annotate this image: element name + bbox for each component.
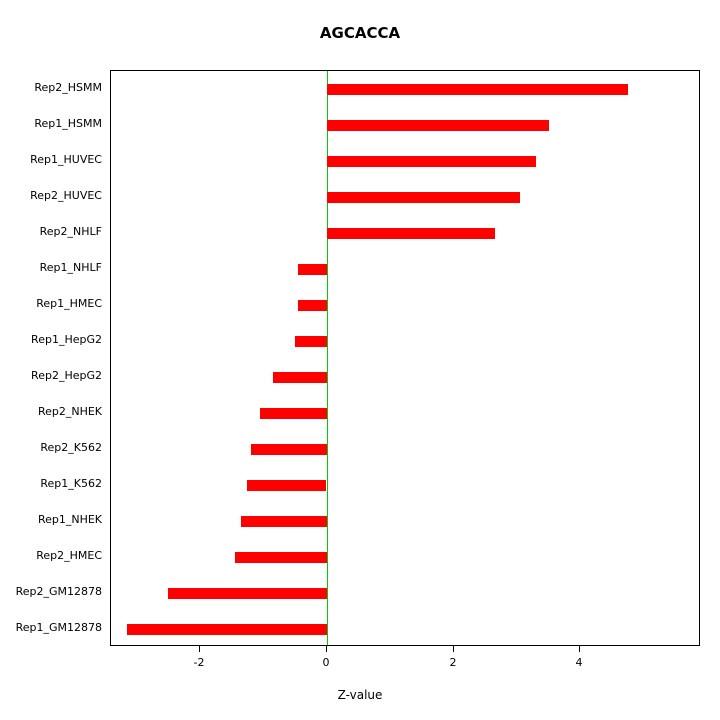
y-axis-label-Rep2_HSMM: Rep2_HSMM (34, 81, 102, 94)
y-axis-label-Rep1_HUVEC: Rep1_HUVEC (30, 153, 102, 166)
x-tick-mark-2 (453, 646, 454, 652)
x-tick-label--2: -2 (193, 656, 205, 669)
y-axis-label-Rep1_HSMM: Rep1_HSMM (34, 117, 102, 130)
x-tick-mark--2 (199, 646, 200, 652)
x-tick-label-4: 4 (575, 656, 583, 669)
y-axis-label-Rep2_HepG2: Rep2_HepG2 (31, 369, 102, 382)
y-axis-label-Rep2_K562: Rep2_K562 (40, 441, 102, 454)
bar-Rep1_HepG2 (295, 336, 327, 347)
y-axis-label-Rep2_HUVEC: Rep2_HUVEC (30, 189, 102, 202)
bar-Rep1_K562 (247, 480, 326, 491)
bar-Rep1_NHLF (298, 264, 327, 275)
bar-Rep2_HSMM (327, 84, 628, 95)
y-axis-label-Rep1_HMEC: Rep1_HMEC (36, 297, 102, 310)
bar-Rep2_GM12878 (168, 588, 327, 599)
bar-Rep1_HSMM (327, 120, 549, 131)
y-axis-label-Rep1_NHEK: Rep1_NHEK (37, 513, 102, 526)
bar-Rep2_HepG2 (273, 372, 327, 383)
y-axis-label-Rep1_K562: Rep1_K562 (40, 477, 102, 490)
y-axis-label-Rep2_NHEK: Rep2_NHEK (37, 405, 102, 418)
y-axis-label-Rep1_NHLF: Rep1_NHLF (39, 261, 102, 274)
bar-Rep1_NHEK (241, 516, 327, 527)
y-axis-label-Rep1_HepG2: Rep1_HepG2 (31, 333, 102, 346)
bar-Rep1_HUVEC (327, 156, 536, 167)
y-axis-label-Rep1_GM12878: Rep1_GM12878 (15, 621, 102, 634)
x-tick-label-2: 2 (449, 656, 457, 669)
bar-Rep2_NHLF (327, 228, 495, 239)
bar-Rep1_HMEC (298, 300, 327, 311)
bar-Rep2_HUVEC (327, 192, 520, 203)
x-tick-label-0: 0 (322, 656, 330, 669)
x-axis-label: Z-value (337, 688, 383, 702)
y-axis-label-Rep2_GM12878: Rep2_GM12878 (15, 585, 102, 598)
y-axis-label-Rep2_HMEC: Rep2_HMEC (36, 549, 102, 562)
y-axis-label-Rep2_NHLF: Rep2_NHLF (39, 225, 102, 238)
zero-baseline-line (327, 71, 328, 645)
plot-area (110, 70, 700, 646)
bar-Rep2_K562 (251, 444, 327, 455)
bar-Rep2_NHEK (260, 408, 327, 419)
bar-Rep2_HMEC (235, 552, 327, 563)
bar-Rep1_GM12878 (127, 624, 327, 635)
x-tick-mark-4 (579, 646, 580, 652)
x-tick-mark-0 (326, 646, 327, 652)
chart-title: AGCACCA (319, 24, 401, 42)
